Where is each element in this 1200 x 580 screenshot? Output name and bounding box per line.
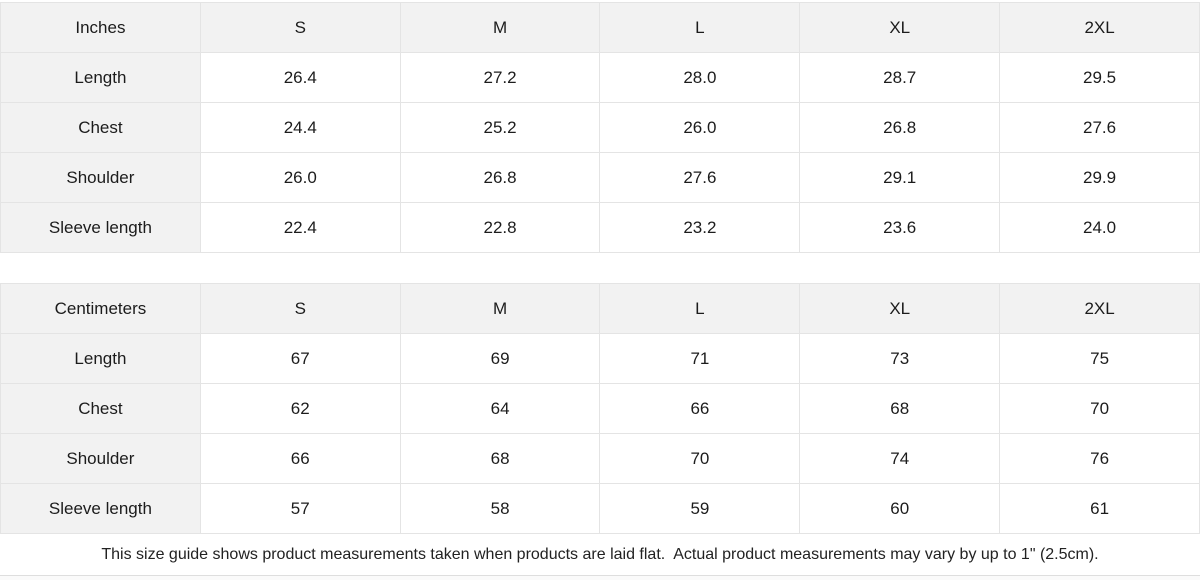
measure-value: 27.2 bbox=[399, 52, 601, 103]
measure-label: Sleeve length bbox=[0, 202, 201, 253]
measure-value: 68 bbox=[799, 383, 1001, 434]
measure-label: Shoulder bbox=[0, 433, 201, 484]
measure-value: 24.0 bbox=[999, 202, 1200, 253]
size-header-m: M bbox=[399, 2, 601, 53]
footer-note: This size guide shows product measuremen… bbox=[0, 534, 1200, 576]
measure-value: 22.4 bbox=[199, 202, 401, 253]
measure-value: 29.5 bbox=[999, 52, 1200, 103]
measure-value: 23.6 bbox=[799, 202, 1001, 253]
size-header-s: S bbox=[199, 2, 401, 53]
table-row-length: Length 26.4 27.2 28.0 28.7 29.5 bbox=[0, 52, 1200, 103]
measure-value: 26.8 bbox=[799, 102, 1001, 153]
measure-value: 74 bbox=[799, 433, 1001, 484]
measure-value: 26.4 bbox=[199, 52, 401, 103]
measure-value: 61 bbox=[999, 483, 1200, 534]
measure-label: Shoulder bbox=[0, 152, 201, 203]
size-header-l: L bbox=[599, 2, 801, 53]
size-header-l: L bbox=[599, 283, 801, 334]
measure-value: 58 bbox=[399, 483, 601, 534]
table-row-sleeve-length: Sleeve length 22.4 22.8 23.2 23.6 24.0 bbox=[0, 202, 1200, 253]
centimeters-table-section: Centimeters S M L XL 2XL Length 67 69 71… bbox=[0, 283, 1200, 534]
inches-table-section: Inches S M L XL 2XL Length 26.4 27.2 28.… bbox=[0, 0, 1200, 253]
size-header-s: S bbox=[199, 283, 401, 334]
size-header-xl: XL bbox=[799, 283, 1001, 334]
table-row-shoulder: Shoulder 66 68 70 74 76 bbox=[0, 433, 1200, 484]
measure-label: Length bbox=[0, 333, 201, 384]
measure-value: 73 bbox=[799, 333, 1001, 384]
measure-value: 66 bbox=[199, 433, 401, 484]
measure-value: 29.9 bbox=[999, 152, 1200, 203]
measure-label: Length bbox=[0, 52, 201, 103]
inches-table: Inches S M L XL 2XL Length 26.4 27.2 28.… bbox=[0, 2, 1200, 253]
table-row-shoulder: Shoulder 26.0 26.8 27.6 29.1 29.9 bbox=[0, 152, 1200, 203]
table-row-sleeve-length: Sleeve length 57 58 59 60 61 bbox=[0, 483, 1200, 534]
centimeters-header-row: Centimeters S M L XL 2XL bbox=[0, 283, 1200, 334]
measure-value: 23.2 bbox=[599, 202, 801, 253]
measure-label: Sleeve length bbox=[0, 483, 201, 534]
size-header-xl: XL bbox=[799, 2, 1001, 53]
measure-value: 26.0 bbox=[199, 152, 401, 203]
bottom-strip bbox=[0, 576, 1200, 580]
measure-value: 22.8 bbox=[399, 202, 601, 253]
measure-label: Chest bbox=[0, 383, 201, 434]
measure-value: 71 bbox=[599, 333, 801, 384]
unit-header-inches: Inches bbox=[0, 2, 201, 53]
inches-header-row: Inches S M L XL 2XL bbox=[0, 2, 1200, 53]
tables-divider-gap bbox=[0, 253, 1200, 283]
measure-value: 59 bbox=[599, 483, 801, 534]
measure-value: 24.4 bbox=[199, 102, 401, 153]
measure-value: 70 bbox=[999, 383, 1200, 434]
size-header-m: M bbox=[399, 283, 601, 334]
measure-value: 26.0 bbox=[599, 102, 801, 153]
unit-header-centimeters: Centimeters bbox=[0, 283, 201, 334]
table-row-chest: Chest 62 64 66 68 70 bbox=[0, 383, 1200, 434]
table-row-length: Length 67 69 71 73 75 bbox=[0, 333, 1200, 384]
measure-value: 60 bbox=[799, 483, 1001, 534]
measure-value: 68 bbox=[399, 433, 601, 484]
measure-label: Chest bbox=[0, 102, 201, 153]
measure-value: 26.8 bbox=[399, 152, 601, 203]
measure-value: 64 bbox=[399, 383, 601, 434]
measure-value: 76 bbox=[999, 433, 1200, 484]
measure-value: 62 bbox=[199, 383, 401, 434]
measure-value: 28.7 bbox=[799, 52, 1001, 103]
measure-value: 57 bbox=[199, 483, 401, 534]
measure-value: 70 bbox=[599, 433, 801, 484]
measure-value: 75 bbox=[999, 333, 1200, 384]
measure-value: 25.2 bbox=[399, 102, 601, 153]
table-row-chest: Chest 24.4 25.2 26.0 26.8 27.6 bbox=[0, 102, 1200, 153]
size-header-2xl: 2XL bbox=[999, 283, 1200, 334]
measure-value: 69 bbox=[399, 333, 601, 384]
measure-value: 66 bbox=[599, 383, 801, 434]
measure-value: 28.0 bbox=[599, 52, 801, 103]
measure-value: 27.6 bbox=[599, 152, 801, 203]
centimeters-table: Centimeters S M L XL 2XL Length 67 69 71… bbox=[0, 283, 1200, 534]
size-header-2xl: 2XL bbox=[999, 2, 1200, 53]
measure-value: 29.1 bbox=[799, 152, 1001, 203]
measure-value: 27.6 bbox=[999, 102, 1200, 153]
measure-value: 67 bbox=[199, 333, 401, 384]
